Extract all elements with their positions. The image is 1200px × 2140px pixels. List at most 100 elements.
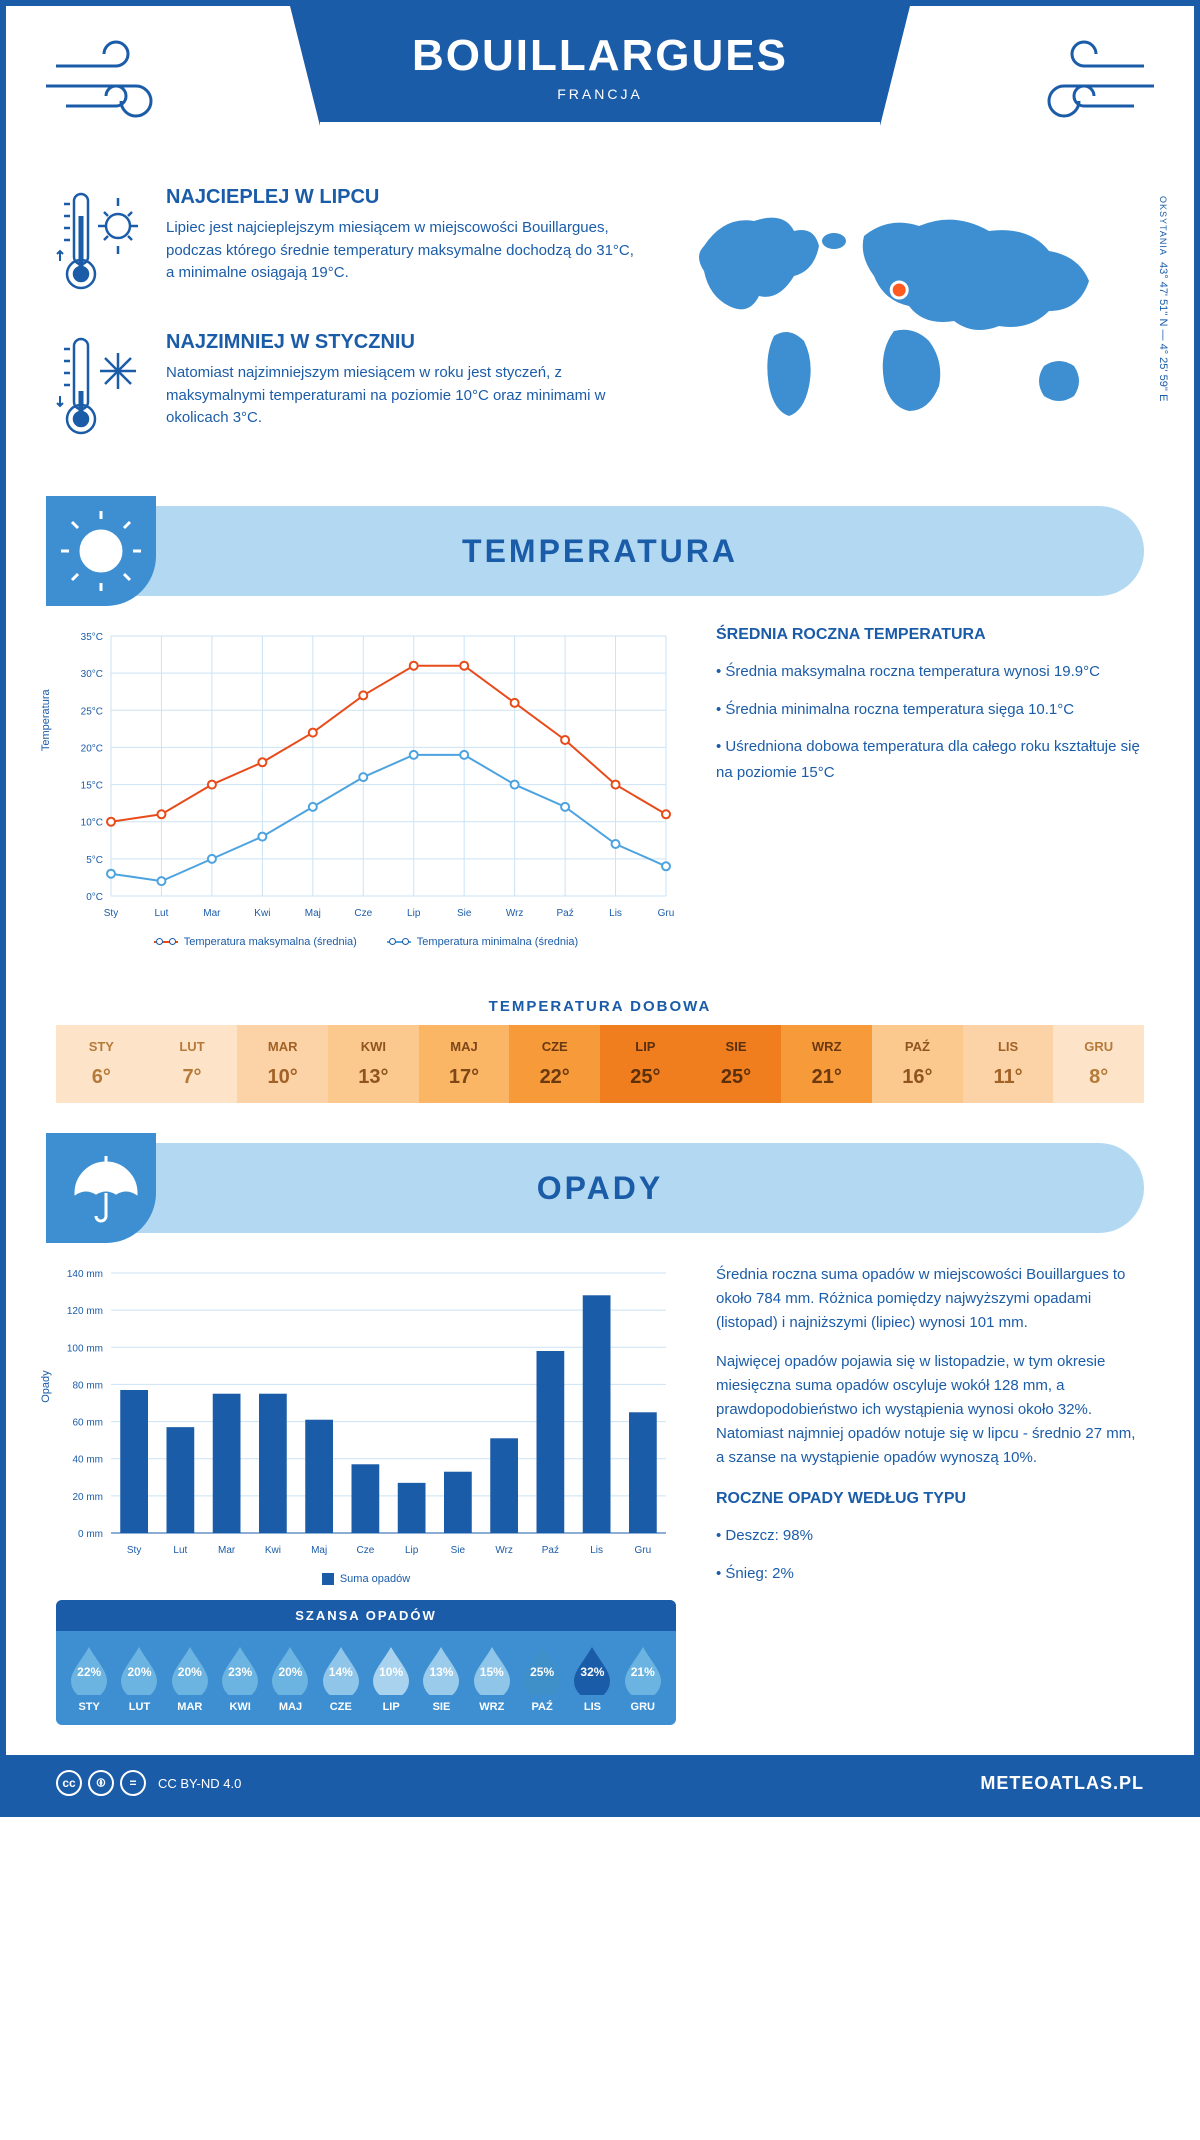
daily-cell: WRZ21° xyxy=(781,1025,872,1103)
chance-cell: 20%MAR xyxy=(165,1643,215,1713)
license-text: CC BY-ND 4.0 xyxy=(158,1776,241,1791)
hottest-title: NAJCIEPLEJ W LIPCU xyxy=(166,186,634,209)
avg-temp-list: Średnia maksymalna roczna temperatura wy… xyxy=(716,659,1144,785)
coordinates: OKSYTANIA 43° 47' 51'' N — 4° 25' 59'' E xyxy=(1157,196,1169,401)
svg-text:Lis: Lis xyxy=(590,1545,603,1556)
page-subtitle: FRANCJA xyxy=(400,86,800,102)
section-banner-temperature: TEMPERATURA xyxy=(56,506,1144,596)
chance-cell: 13%SIE xyxy=(416,1643,466,1713)
wind-icon xyxy=(1014,36,1154,131)
daily-cell: STY6° xyxy=(56,1025,147,1103)
cc-icons: cc 🅯 = xyxy=(56,1770,146,1796)
svg-text:60 mm: 60 mm xyxy=(72,1418,103,1429)
svg-text:Wrz: Wrz xyxy=(495,1545,513,1556)
svg-text:Lip: Lip xyxy=(407,908,421,919)
section-title: TEMPERATURA xyxy=(462,533,738,570)
section-banner-rain: OPADY xyxy=(56,1143,1144,1233)
section-title: OPADY xyxy=(537,1170,663,1207)
svg-text:140 mm: 140 mm xyxy=(67,1269,103,1280)
svg-text:Paź: Paź xyxy=(542,1545,559,1556)
rain-legend: Suma opadów xyxy=(56,1573,676,1585)
svg-text:25°C: 25°C xyxy=(81,706,103,717)
svg-text:Mar: Mar xyxy=(218,1545,236,1556)
rain-type-list: Deszcz: 98%Śnieg: 2% xyxy=(716,1523,1144,1586)
wind-icon xyxy=(46,36,186,131)
hottest-text: Lipiec jest najcieplejszym miesiącem w m… xyxy=(166,217,634,285)
daily-cell: KWI13° xyxy=(328,1025,419,1103)
chance-cell: 21%GRU xyxy=(618,1643,668,1713)
temperature-legend: Temperatura maksymalna (średnia) Tempera… xyxy=(56,936,676,948)
daily-cell: PAŹ16° xyxy=(872,1025,963,1103)
hottest-block: NAJCIEPLEJ W LIPCU Lipiec jest najcieple… xyxy=(56,186,634,301)
rain-type-title: ROCZNE OPADY WEDŁUG TYPU xyxy=(716,1490,1144,1508)
svg-text:80 mm: 80 mm xyxy=(72,1380,103,1391)
svg-text:Mar: Mar xyxy=(203,908,221,919)
svg-text:Lut: Lut xyxy=(173,1545,187,1556)
title-banner: BOUILLARGUES FRANCJA xyxy=(320,6,880,122)
daily-cell: MAJ17° xyxy=(419,1025,510,1103)
chance-cell: 20%MAJ xyxy=(265,1643,315,1713)
sun-icon xyxy=(46,496,156,606)
svg-text:Kwi: Kwi xyxy=(265,1545,281,1556)
temperature-line-chart: Temperatura 0°C5°C10°C15°C20°C25°C30°C35… xyxy=(56,626,676,926)
svg-text:20°C: 20°C xyxy=(81,743,103,754)
page-title: BOUILLARGUES xyxy=(400,31,800,81)
thermometer-cold-icon xyxy=(56,331,146,446)
daily-cell: CZE22° xyxy=(509,1025,600,1103)
svg-text:120 mm: 120 mm xyxy=(67,1306,103,1317)
umbrella-icon xyxy=(46,1133,156,1243)
svg-text:Sie: Sie xyxy=(457,908,472,919)
svg-text:15°C: 15°C xyxy=(81,781,103,792)
daily-temp-table: STY6°LUT7°MAR10°KWI13°MAJ17°CZE22°LIP25°… xyxy=(56,1025,1144,1103)
svg-text:Sty: Sty xyxy=(127,1545,141,1556)
svg-text:Kwi: Kwi xyxy=(254,908,270,919)
coldest-text: Natomiast najzimniejszym miesiącem w rok… xyxy=(166,362,634,430)
rain-chance-box: SZANSA OPADÓW 22%STY20%LUT20%MAR23%KWI20… xyxy=(56,1600,676,1725)
chance-cell: 25%PAŹ xyxy=(517,1643,567,1713)
chance-cell: 22%STY xyxy=(64,1643,114,1713)
by-icon: 🅯 xyxy=(88,1770,114,1796)
svg-text:35°C: 35°C xyxy=(81,632,103,643)
svg-text:Lis: Lis xyxy=(609,908,622,919)
svg-text:Sty: Sty xyxy=(104,908,118,919)
daily-cell: GRU8° xyxy=(1053,1025,1144,1103)
svg-text:Maj: Maj xyxy=(305,908,321,919)
svg-text:Maj: Maj xyxy=(311,1545,327,1556)
daily-cell: LIS11° xyxy=(963,1025,1054,1103)
daily-cell: SIE25° xyxy=(691,1025,782,1103)
svg-text:5°C: 5°C xyxy=(86,855,103,866)
svg-text:Lip: Lip xyxy=(405,1545,419,1556)
chance-cell: 32%LIS xyxy=(567,1643,617,1713)
svg-text:Lut: Lut xyxy=(155,908,169,919)
svg-text:40 mm: 40 mm xyxy=(72,1455,103,1466)
chance-cell: 20%LUT xyxy=(114,1643,164,1713)
cc-icon: cc xyxy=(56,1770,82,1796)
svg-text:0 mm: 0 mm xyxy=(78,1529,103,1540)
world-map: OKSYTANIA 43° 47' 51'' N — 4° 25' 59'' E xyxy=(664,186,1144,476)
coldest-title: NAJZIMNIEJ W STYCZNIU xyxy=(166,331,634,354)
chance-cell: 15%WRZ xyxy=(467,1643,517,1713)
brand: METEOATLAS.PL xyxy=(980,1773,1144,1794)
svg-text:Paź: Paź xyxy=(556,908,573,919)
svg-text:Wrz: Wrz xyxy=(506,908,524,919)
header: BOUILLARGUES FRANCJA xyxy=(6,6,1194,186)
daily-cell: LUT7° xyxy=(147,1025,238,1103)
svg-text:0°C: 0°C xyxy=(86,892,103,903)
svg-text:30°C: 30°C xyxy=(81,669,103,680)
coldest-block: NAJZIMNIEJ W STYCZNIU Natomiast najzimni… xyxy=(56,331,634,446)
thermometer-hot-icon xyxy=(56,186,146,301)
chance-cell: 14%CZE xyxy=(316,1643,366,1713)
footer: cc 🅯 = CC BY-ND 4.0 METEOATLAS.PL xyxy=(6,1755,1194,1811)
svg-text:10°C: 10°C xyxy=(81,818,103,829)
chance-cell: 23%KWI xyxy=(215,1643,265,1713)
svg-text:Sie: Sie xyxy=(451,1545,466,1556)
rain-bar-chart: Opady 0 mm20 mm40 mm60 mm80 mm100 mm120 … xyxy=(56,1263,676,1563)
daily-temp-title: TEMPERATURA DOBOWA xyxy=(6,998,1194,1015)
svg-text:100 mm: 100 mm xyxy=(67,1343,103,1354)
svg-text:Cze: Cze xyxy=(356,1545,374,1556)
daily-cell: MAR10° xyxy=(237,1025,328,1103)
svg-text:20 mm: 20 mm xyxy=(72,1492,103,1503)
svg-text:Gru: Gru xyxy=(658,908,675,919)
avg-temp-title: ŚREDNIA ROCZNA TEMPERATURA xyxy=(716,626,1144,644)
nd-icon: = xyxy=(120,1770,146,1796)
